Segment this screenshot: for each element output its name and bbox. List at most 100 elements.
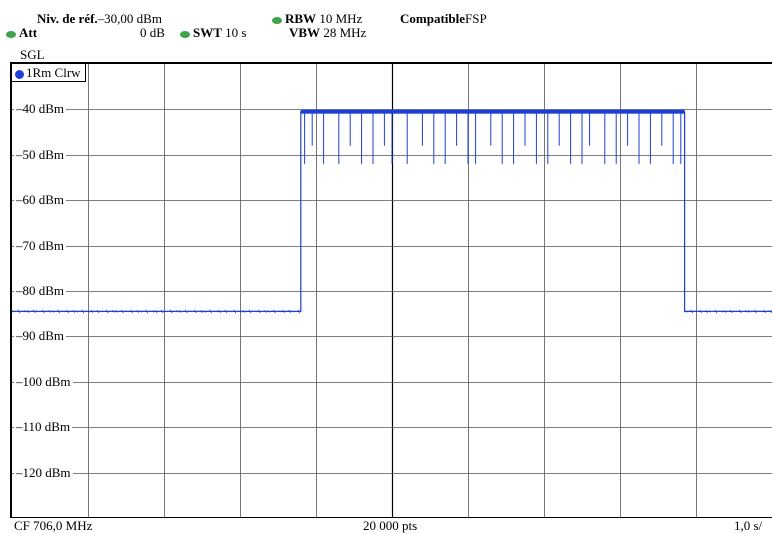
trace-noise — [39, 310, 42, 313]
trace-noise — [239, 310, 243, 313]
y-tick-label: –80 dBm — [14, 282, 67, 298]
ref-level-label: Niv. de réf. — [37, 11, 98, 26]
time-per-division: 1,0 s/ — [734, 518, 763, 533]
trace-noise — [57, 309, 60, 314]
trace-noise — [690, 309, 694, 314]
trace-noise — [218, 309, 222, 314]
trace-noise — [227, 310, 231, 313]
trace-noise — [145, 309, 149, 314]
trace-noise — [705, 309, 709, 314]
trace-noise — [81, 309, 85, 314]
compatibility-mode[interactable]: CompatibleFSP — [400, 12, 487, 26]
att-setting[interactable]: Att — [6, 26, 37, 40]
trace-noise — [230, 310, 234, 313]
compat-label: Compatible — [400, 11, 465, 26]
trace-noise — [36, 310, 39, 313]
trace-noise — [699, 309, 703, 314]
trace-noise — [115, 310, 118, 313]
compat-value: FSP — [465, 11, 487, 26]
trace-indicator-icon — [15, 69, 24, 79]
trace-noise — [291, 310, 294, 313]
trace-noise — [714, 309, 718, 314]
trace-noise — [257, 309, 261, 314]
trace-noise — [684, 310, 687, 313]
y-tick-label: –100 dBm — [14, 373, 73, 389]
trace-noise — [188, 310, 191, 313]
center-frequency: CF 706,0 MHz — [14, 518, 93, 533]
y-tick-label: –60 dBm — [14, 191, 67, 207]
trace-noise — [103, 310, 106, 313]
trace-noise — [151, 310, 155, 313]
trace-noise — [745, 310, 748, 313]
rbw-setting[interactable]: RBW 10 MHz — [272, 12, 362, 26]
spectrum-diagram[interactable]: 1Rm Clrw –40 dBm –50 dBm –60 dBm –70 dBm –80… — [10, 62, 772, 518]
att-label: Att — [19, 25, 38, 40]
swt-setting[interactable]: SWT 10 s — [180, 26, 246, 40]
trace-noise — [184, 309, 188, 314]
trace-noise — [90, 309, 94, 313]
trace-noise — [23, 310, 27, 313]
rbw-indicator-icon — [272, 16, 282, 24]
trace-noise — [148, 310, 151, 313]
trace-noise — [754, 309, 757, 314]
trace-noise — [63, 310, 66, 313]
ref-level: Niv. de réf.–30,00 dBm — [37, 12, 162, 26]
trace-noise — [121, 309, 124, 314]
trace-noise — [273, 309, 276, 314]
trace-noise — [288, 309, 291, 314]
trace-noise — [124, 310, 127, 313]
trace-noise — [696, 310, 700, 313]
y-tick-label: –50 dBm — [14, 146, 67, 162]
trace-noise — [105, 309, 109, 314]
trace-noise — [255, 310, 258, 313]
trace-noise — [297, 309, 301, 314]
trace-noise — [32, 309, 36, 314]
trace-noise — [51, 310, 54, 313]
trace-noise — [60, 310, 63, 313]
trace-label[interactable]: 1Rm Clrw — [12, 64, 86, 82]
trace-noise — [112, 310, 115, 313]
trace-noise — [294, 310, 297, 313]
trace-noise — [736, 310, 739, 313]
trace-noise — [263, 309, 267, 313]
trace-noise — [242, 310, 246, 313]
trace-noise — [212, 310, 215, 313]
vbw-label: VBW — [289, 25, 321, 40]
footer-divider — [10, 517, 772, 518]
y-tick-label: –110 dBm — [14, 418, 73, 434]
trace-noise — [175, 310, 179, 313]
trace-noise — [720, 310, 724, 313]
trace-noise — [72, 309, 76, 313]
trace-noise — [252, 310, 255, 313]
trace-noise — [166, 310, 170, 313]
trace-noise — [769, 309, 772, 313]
y-tick-label: –90 dBm — [14, 327, 67, 343]
vbw-setting[interactable]: VBW 28 MHz — [289, 26, 366, 40]
trace-noise — [99, 310, 103, 313]
trace-noise — [136, 309, 139, 313]
trace-noise — [723, 309, 727, 313]
trace-noise — [96, 309, 100, 314]
trace-noise — [12, 310, 15, 313]
y-tick-label: –40 dBm — [14, 100, 67, 116]
plot-area — [12, 64, 772, 518]
trace-noise — [17, 309, 21, 314]
trace-noise — [163, 310, 167, 313]
trace-noise — [87, 310, 91, 313]
rbw-label: RBW — [285, 11, 317, 26]
trace-noise — [760, 310, 763, 313]
trace-noise — [729, 309, 733, 314]
trace-noise — [282, 309, 285, 314]
trace-noise — [708, 310, 712, 313]
att-indicator-icon — [6, 30, 16, 38]
trace-label-text: 1Rm Clrw — [26, 65, 81, 80]
trace-noise — [200, 309, 203, 313]
trace-noise — [75, 310, 79, 313]
trace-noise — [139, 310, 142, 313]
sweep-points: 20 000 pts — [363, 518, 418, 533]
y-tick-label: –70 dBm — [14, 237, 67, 253]
trace-noise — [732, 310, 736, 313]
swt-indicator-icon — [180, 30, 190, 38]
swt-label: SWT — [193, 25, 222, 40]
trace-noise — [203, 310, 206, 313]
